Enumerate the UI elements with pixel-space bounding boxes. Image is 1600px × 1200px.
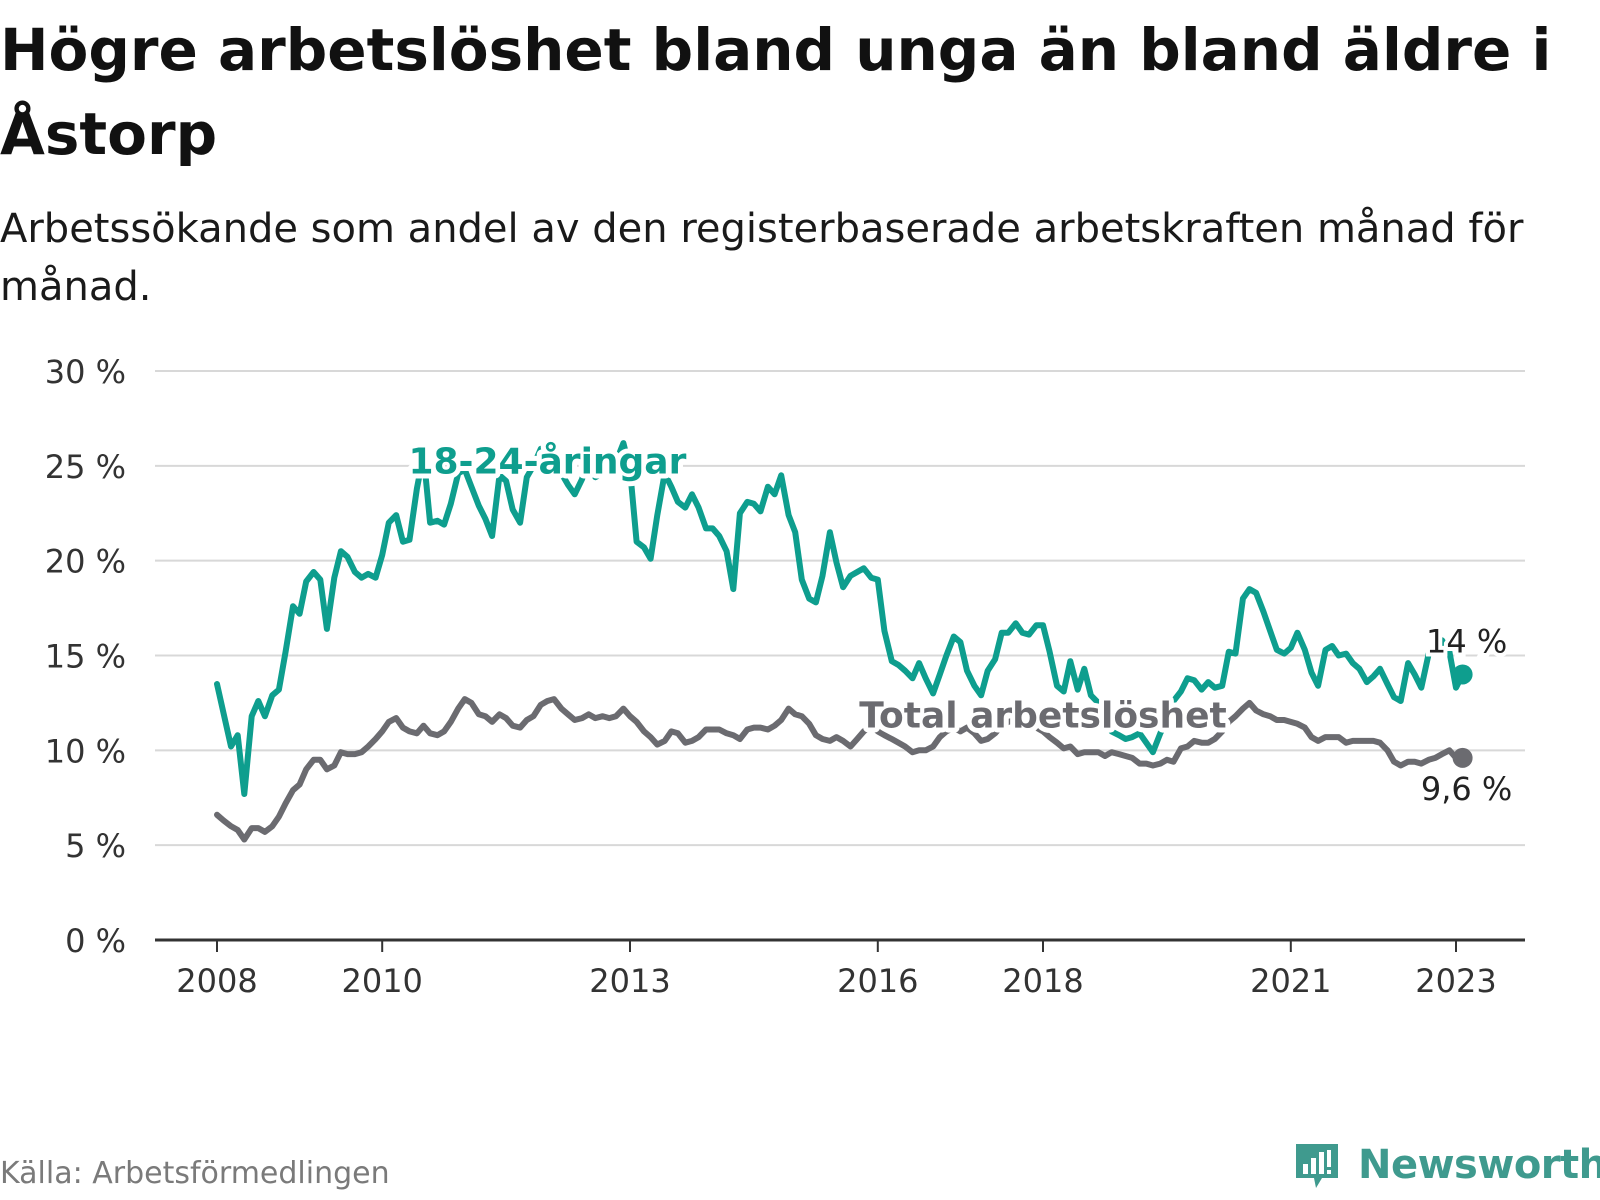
x-tick-label: 2016	[837, 962, 918, 1000]
x-tick-label: 2021	[1250, 962, 1331, 1000]
x-tick-label: 2013	[589, 962, 670, 1000]
brand-name: Newsworthy	[1358, 1142, 1600, 1188]
newsworthy-logo[interactable]: Newsworthy	[1292, 1140, 1600, 1190]
x-tick-label: 2023	[1415, 962, 1496, 1000]
source-note: Källa: Arbetsförmedlingen	[0, 1156, 390, 1191]
end-label-total: 9,6 %	[1421, 770, 1512, 808]
end-marker-youth	[1452, 664, 1473, 685]
x-tick-label: 2008	[176, 962, 257, 1000]
chart-subtitle: Arbetssökande som andel av den registerb…	[0, 206, 1524, 310]
y-tick-label: 15 %	[45, 638, 126, 676]
bar-chart-speech-icon	[1296, 1144, 1338, 1188]
y-tick-label: 0 %	[65, 922, 126, 960]
y-tick-label: 30 %	[45, 353, 126, 391]
x-tick-label: 2018	[1002, 962, 1083, 1000]
y-tick-label: 25 %	[45, 448, 126, 486]
series-annotation-youth: 18-24-åringar	[408, 441, 686, 482]
chart-title: Högre arbetslöshet bland unga än bland ä…	[0, 16, 1552, 168]
end-label-youth: 14 %	[1426, 622, 1507, 660]
x-tick-label: 2010	[341, 962, 422, 1000]
end-marker-total	[1452, 747, 1473, 768]
line-chart: 0 % 5 % 10 % 15 % 20 % 25 % 30 % 2008 2010 2013 20…	[45, 353, 1525, 1000]
y-tick-label: 10 %	[45, 732, 126, 770]
series-annotation-total: Total arbetslöshet	[859, 696, 1227, 737]
y-tick-label: 20 %	[45, 543, 126, 581]
series-line-youth	[214, 440, 1466, 797]
series-line-total	[214, 696, 1466, 843]
y-tick-label: 5 %	[65, 827, 126, 865]
